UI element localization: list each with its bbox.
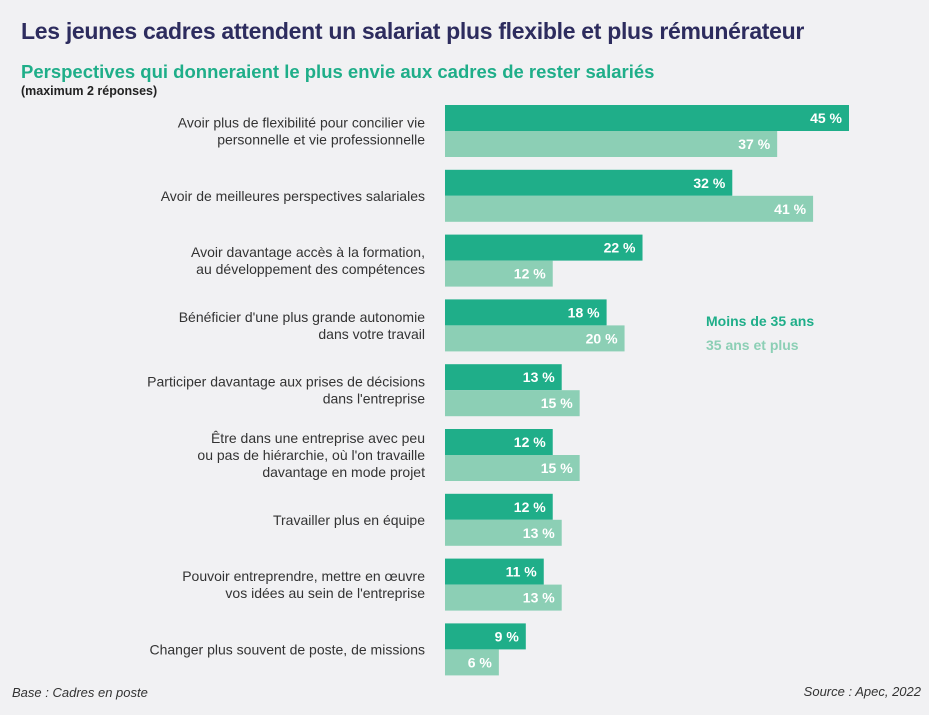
source-note: Source : Apec, 2022 — [803, 684, 921, 699]
bar-35-plus — [445, 390, 580, 417]
legend-series-under-35: Moins de 35 ans — [706, 313, 815, 329]
category-label: Travailler plus en équipe — [273, 512, 425, 528]
data-label-under-35: 12 % — [514, 499, 546, 515]
chart-title: Les jeunes cadres attendent un salariat … — [21, 18, 805, 44]
bar-35-plus — [445, 455, 580, 481]
category-label: ou pas de hiérarchie, où l'on travaille — [197, 447, 425, 463]
category-label: personnelle et vie professionnelle — [217, 132, 425, 148]
category-label: au développement des compétences — [196, 261, 425, 277]
bar-under-35 — [445, 169, 733, 196]
data-label-under-35: 22 % — [604, 240, 636, 256]
category-label: Avoir plus de flexibilité pour concilier… — [178, 115, 425, 131]
category-label: dans votre travail — [318, 326, 425, 342]
data-label-35-plus: 41 % — [774, 201, 806, 217]
data-label-35-plus: 13 % — [523, 525, 555, 541]
category-label: Avoir de meilleures perspectives salaria… — [161, 188, 425, 204]
data-label-35-plus: 13 % — [523, 590, 555, 606]
bar-35-plus — [445, 519, 562, 546]
category-label: Pouvoir entreprendre, mettre en œuvre — [182, 568, 425, 584]
data-label-under-35: 45 % — [810, 110, 842, 126]
data-label-under-35: 32 % — [693, 175, 725, 191]
category-label: dans l'entreprise — [323, 391, 426, 407]
category-label: davantage en mode projet — [262, 464, 425, 480]
bar-under-35 — [445, 493, 553, 520]
category-label: Bénéficier d'une plus grande autonomie — [179, 309, 425, 325]
category-label: Participer davantage aux prises de décis… — [147, 374, 425, 390]
bar-under-35 — [445, 558, 544, 585]
data-label-35-plus: 20 % — [586, 330, 618, 346]
bar-under-35 — [445, 105, 849, 131]
category-label: Avoir davantage accès à la formation, — [191, 244, 425, 260]
data-label-35-plus: 15 % — [541, 395, 573, 411]
data-label-35-plus: 37 % — [738, 136, 770, 152]
data-label-35-plus: 6 % — [468, 654, 493, 670]
base-note: Base : Cadres en poste — [12, 685, 148, 700]
bar-35-plus — [445, 195, 814, 222]
chart-note: (maximum 2 réponses) — [21, 84, 158, 98]
bar-35-plus — [445, 325, 625, 352]
data-label-under-35: 11 % — [506, 564, 538, 580]
data-label-under-35: 13 % — [523, 369, 555, 385]
data-label-under-35: 9 % — [495, 628, 520, 644]
category-label: vos idées au sein de l'entreprise — [225, 585, 425, 601]
bar-under-35 — [445, 429, 553, 455]
category-label: Changer plus souvent de poste, de missio… — [150, 641, 426, 657]
data-label-under-35: 12 % — [514, 434, 546, 450]
category-label: Être dans une entreprise avec peu — [211, 430, 425, 446]
bar-under-35 — [445, 234, 643, 261]
chart-subtitle: Perspectives qui donneraient le plus env… — [21, 61, 655, 82]
data-label-35-plus: 12 % — [514, 266, 546, 282]
legend-series-35-plus: 35 ans et plus — [706, 337, 799, 353]
bar-under-35 — [445, 299, 607, 326]
data-label-35-plus: 15 % — [541, 460, 573, 476]
data-label-under-35: 18 % — [568, 304, 600, 320]
bar-under-35 — [445, 623, 526, 650]
bar-35-plus — [445, 649, 499, 676]
bar-35-plus — [445, 584, 562, 611]
bar-35-plus — [445, 260, 553, 287]
bar-35-plus — [445, 131, 778, 157]
bar-under-35 — [445, 364, 562, 391]
